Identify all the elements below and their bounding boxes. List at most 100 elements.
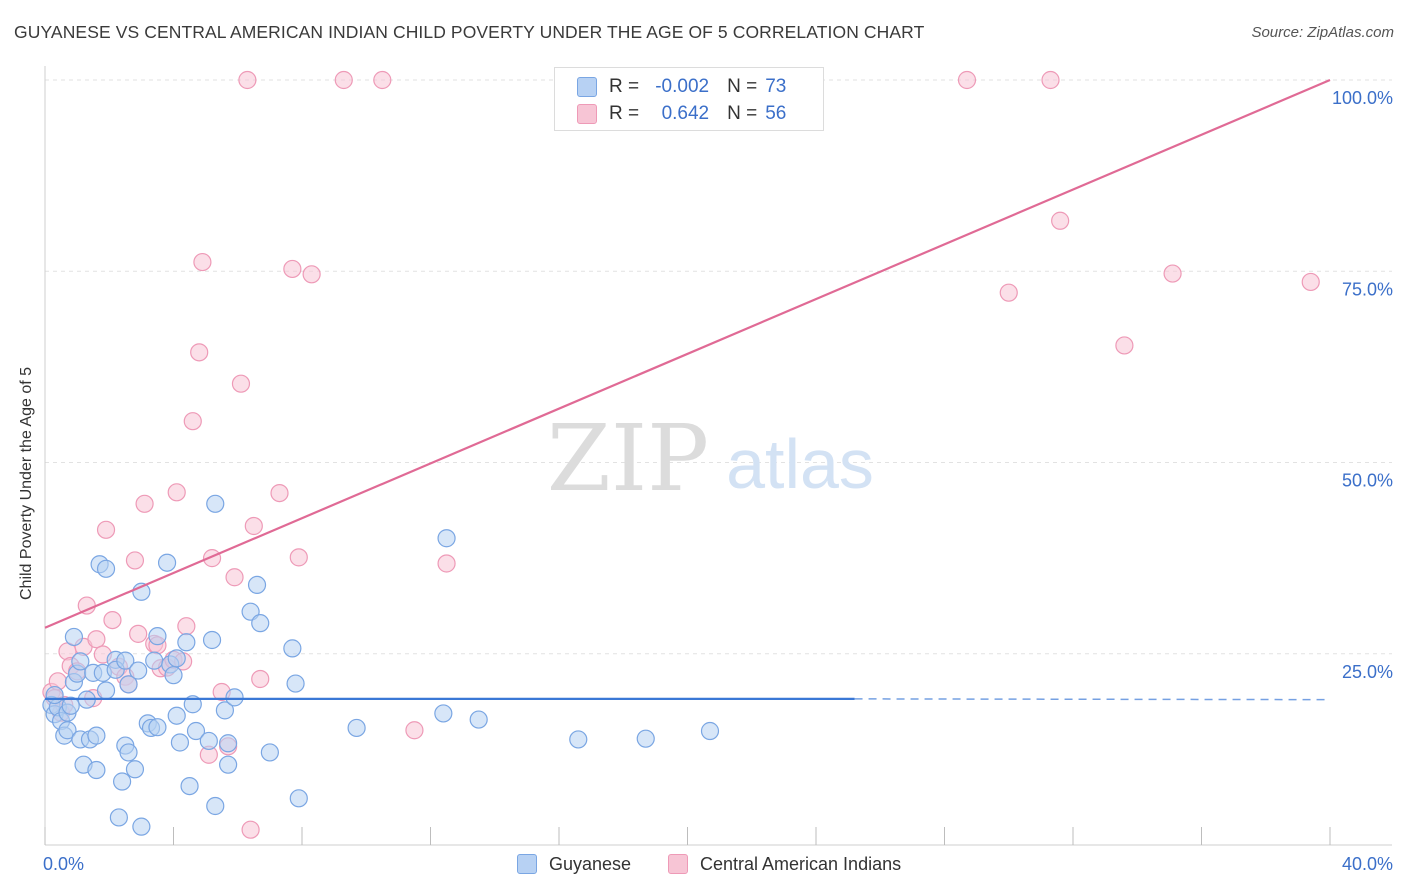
data-point-guyanese [45, 685, 64, 705]
data-point-central-american-indians [231, 374, 251, 393]
legend-swatch-pink [577, 104, 597, 124]
data-point-central-american-indians [125, 551, 145, 570]
y-axis-label: Child Poverty Under the Age of 5 [18, 366, 35, 600]
data-point-central-american-indians [190, 343, 209, 362]
y-tick-label: 75.0% [1342, 279, 1393, 299]
trend-line-extension-blue [854, 698, 1331, 701]
data-point-central-american-indians [238, 70, 257, 90]
legend-r-label: R = [609, 76, 640, 97]
data-point-central-american-indians [183, 412, 202, 431]
tick-labels: 25.0% 50.0% 75.0% 100.0% 0.0% 40.0% [43, 88, 1393, 874]
legend-row-guyanese: R = -0.002 N = 73 [577, 75, 786, 99]
data-point-guyanese [225, 688, 244, 707]
data-point-central-american-indians [1041, 70, 1060, 90]
legend-item-central-american-indians: Central American Indians [668, 852, 901, 876]
legend-r-value: -0.002 [655, 76, 710, 97]
series-central-american-indians [42, 70, 1320, 839]
data-point-guyanese [116, 651, 135, 670]
data-point-central-american-indians [225, 568, 244, 587]
y-tick-label: 25.0% [1342, 662, 1393, 682]
data-point-central-american-indians [251, 669, 270, 689]
data-point-central-american-indians [193, 252, 212, 272]
data-point-guyanese [112, 772, 132, 791]
data-point-central-american-indians [244, 516, 263, 536]
data-point-guyanese [61, 696, 80, 715]
x-tick-label: 0.0% [43, 854, 84, 874]
data-point-central-american-indians [241, 820, 260, 839]
data-point-guyanese [186, 721, 206, 741]
legend-swatch-blue [517, 854, 537, 874]
data-point-guyanese [119, 675, 138, 694]
data-point-guyanese [437, 529, 456, 548]
data-point-central-american-indians [177, 617, 196, 636]
data-point-guyanese [183, 695, 202, 714]
data-point-central-american-indians [129, 624, 148, 643]
data-point-guyanese [167, 706, 186, 725]
data-point-central-american-indians [334, 70, 353, 90]
trend-line-pink [44, 78, 1331, 629]
data-point-guyanese [219, 734, 238, 753]
data-point-central-american-indians [283, 259, 302, 279]
chart-title: GUYANESE VS CENTRAL AMERICAN INDIAN CHIL… [14, 22, 925, 42]
data-point-central-american-indians [957, 70, 977, 90]
data-point-guyanese [202, 630, 222, 650]
data-point-guyanese [469, 710, 488, 729]
correlation-legend: R = -0.002 N = 73 R = 0.642 N = 56 [554, 67, 824, 131]
data-point-guyanese [251, 614, 270, 633]
data-point-guyanese [96, 559, 116, 578]
data-point-guyanese [64, 627, 84, 647]
y-tick-label: 50.0% [1342, 471, 1393, 491]
legend-n-value: 73 [765, 76, 787, 97]
data-point-guyanese [96, 681, 116, 700]
legend-n-value: 56 [765, 103, 787, 124]
data-point-guyanese [206, 796, 225, 816]
data-point-guyanese [219, 755, 238, 774]
data-point-guyanese [87, 726, 106, 745]
grid-lines [45, 79, 1392, 655]
data-point-guyanese [157, 553, 177, 572]
y-tick-label: 100.0% [1332, 88, 1393, 108]
x-tick-label: 40.0% [1342, 854, 1393, 874]
data-point-guyanese [700, 721, 720, 741]
data-point-guyanese [180, 776, 199, 796]
data-point-guyanese [148, 718, 167, 737]
legend-r-label: R = [609, 103, 640, 124]
data-point-central-american-indians [270, 484, 289, 503]
data-point-central-american-indians [1115, 336, 1134, 355]
data-point-central-american-indians [1301, 272, 1320, 292]
data-point-guyanese [87, 760, 106, 780]
legend-swatch-blue [577, 77, 597, 97]
data-point-central-american-indians [999, 283, 1018, 302]
data-point-central-american-indians [135, 494, 154, 513]
data-point-guyanese [215, 701, 234, 720]
data-point-guyanese [119, 743, 138, 762]
data-point-central-american-indians [302, 265, 321, 284]
data-point-guyanese [569, 730, 588, 749]
data-point-guyanese [170, 733, 190, 752]
data-point-guyanese [347, 718, 366, 738]
data-point-guyanese [109, 808, 128, 827]
watermark-atlas: atlas [726, 425, 874, 503]
data-point-guyanese [167, 649, 186, 668]
data-point-guyanese [260, 743, 279, 762]
data-point-guyanese [434, 704, 453, 723]
data-point-guyanese [206, 494, 225, 513]
data-point-central-american-indians [87, 630, 106, 649]
data-point-guyanese [289, 789, 308, 808]
data-point-central-american-indians [373, 70, 392, 90]
legend-label-guyanese: Guyanese [549, 853, 632, 874]
legend-swatch-pink [668, 854, 688, 874]
data-point-guyanese [177, 633, 196, 652]
watermark-zip: ZIP [547, 405, 709, 512]
data-point-guyanese [164, 666, 183, 685]
data-point-guyanese [199, 731, 218, 751]
data-point-guyanese [71, 652, 90, 671]
data-point-guyanese [125, 760, 145, 779]
source-label: Source: ZipAtlas.com [1251, 24, 1394, 41]
data-point-central-american-indians [405, 721, 424, 740]
data-point-central-american-indians [167, 483, 186, 502]
data-point-central-american-indians [96, 520, 116, 539]
data-point-guyanese [247, 575, 267, 595]
legend-n-label: N = [727, 103, 758, 124]
